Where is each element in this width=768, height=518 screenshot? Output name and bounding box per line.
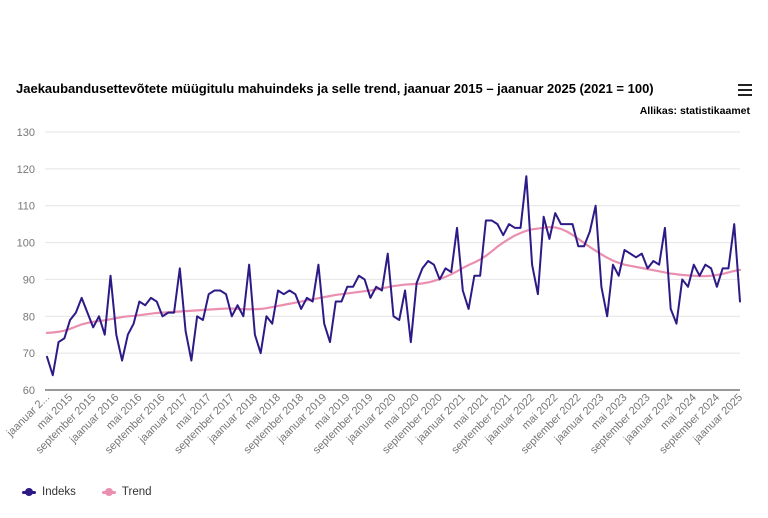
- y-tick-label: 130: [17, 127, 35, 139]
- legend-label-trend: Trend: [121, 486, 152, 498]
- legend-label-indeks: Indeks: [42, 486, 76, 498]
- y-tick-label: 90: [23, 274, 35, 286]
- legend-item-trend[interactable]: Trend: [101, 486, 152, 498]
- y-tick-label: 70: [23, 348, 35, 360]
- y-tick-label: 80: [23, 311, 35, 323]
- legend-item-indeks[interactable]: Indeks: [22, 486, 76, 498]
- y-tick-label: 60: [23, 385, 35, 397]
- series-line-trend: [45, 225, 742, 334]
- chart-legend: Indeks Trend: [22, 486, 152, 498]
- y-tick-label: 100: [17, 238, 35, 250]
- y-tick-label: 120: [17, 164, 35, 176]
- hamburger-menu-icon[interactable]: [738, 84, 752, 96]
- chart-source: Allikas: statistikaamet: [639, 105, 750, 117]
- legend-swatch-trend: [101, 488, 116, 496]
- series-line-indeks: [46, 175, 741, 377]
- y-tick-label: 110: [17, 201, 35, 213]
- chart-title: Jaekaubandusettevõtete müügitulu mahuind…: [16, 81, 654, 96]
- legend-swatch-indeks: [22, 488, 36, 496]
